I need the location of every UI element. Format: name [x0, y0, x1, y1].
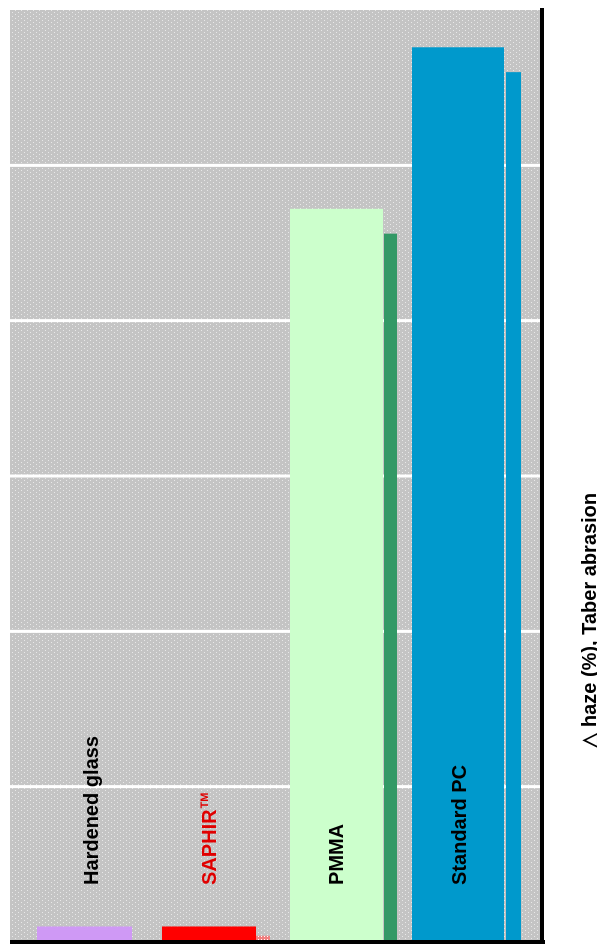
bar — [290, 208, 383, 942]
bars — [37, 47, 521, 943]
category-label: PMMA — [326, 824, 348, 885]
bar — [412, 47, 504, 942]
category-label: SAPHIRTM — [199, 793, 221, 885]
category-labels: Hardened glass SAPHIRTM PMMA Standard PC — [81, 736, 471, 885]
bar — [256, 935, 270, 942]
x-axis-title: △ haze (%), Taber abrasion — [579, 493, 597, 749]
category-label: Hardened glass — [81, 736, 103, 885]
bar — [506, 72, 521, 943]
bar — [162, 926, 256, 942]
category-label: Standard PC — [449, 765, 471, 885]
bar — [37, 926, 132, 942]
bar — [384, 233, 397, 942]
